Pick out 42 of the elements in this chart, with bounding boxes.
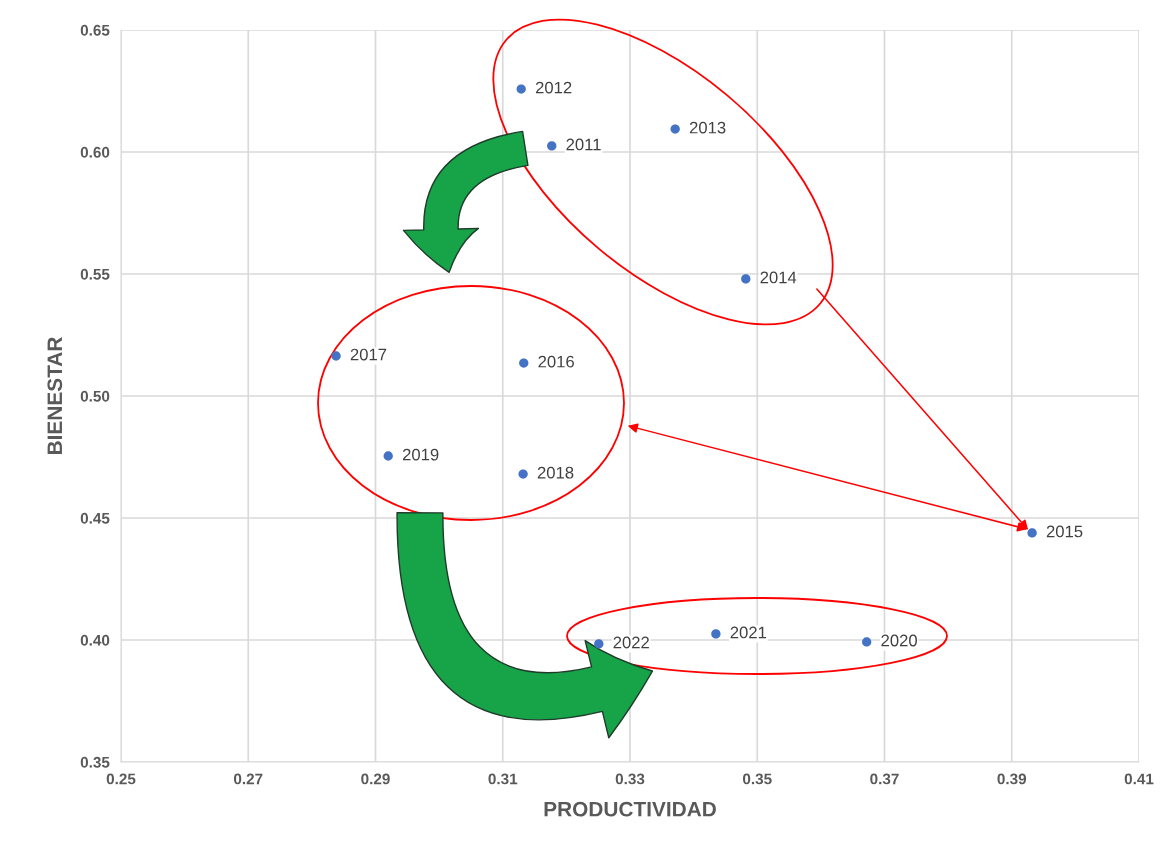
annotation: 2020 bbox=[881, 634, 917, 647]
point bbox=[711, 629, 721, 639]
y-tick-label: 0.50 bbox=[80, 390, 110, 402]
point bbox=[547, 141, 557, 151]
annotation: 2019 bbox=[402, 448, 439, 461]
y-tick-label: 0.40 bbox=[80, 634, 110, 646]
annotation: 2017 bbox=[350, 348, 387, 361]
annotation: 2016 bbox=[538, 355, 574, 368]
x-tick-label: 0.33 bbox=[615, 773, 645, 785]
y-axis-title: BIENESTAR bbox=[47, 337, 63, 455]
point bbox=[594, 639, 604, 649]
y-tick-label: 0.60 bbox=[80, 146, 110, 158]
x-tick-label: 0.41 bbox=[1124, 773, 1154, 785]
x-tick-label: 0.35 bbox=[742, 773, 772, 785]
y-tick-label: 0.45 bbox=[80, 512, 110, 524]
annotation: 2011 bbox=[566, 138, 601, 151]
annotation: 2022 bbox=[613, 636, 649, 649]
point bbox=[518, 469, 528, 479]
x-tick-label: 0.27 bbox=[233, 773, 263, 785]
annotation: 2014 bbox=[760, 271, 797, 284]
x-tick-label: 0.39 bbox=[997, 773, 1027, 785]
point bbox=[519, 358, 529, 368]
point bbox=[670, 124, 680, 134]
annotation: 2015 bbox=[1046, 525, 1083, 538]
point bbox=[383, 451, 393, 461]
y-tick-label: 0.55 bbox=[80, 268, 110, 280]
x-tick-label: 0.25 bbox=[106, 773, 136, 785]
x-tick-label: 0.29 bbox=[361, 773, 390, 785]
x-axis-title: PRODUCTIVIDAD bbox=[544, 801, 716, 817]
point bbox=[741, 274, 751, 284]
y-tick-label: 0.35 bbox=[80, 756, 110, 768]
point bbox=[516, 84, 526, 94]
annotation: 2013 bbox=[689, 121, 726, 134]
annotation: 2018 bbox=[537, 466, 574, 479]
point bbox=[331, 351, 341, 361]
x-tick-label: 0.31 bbox=[488, 773, 518, 785]
annotation: 2012 bbox=[535, 81, 572, 94]
x-tick-label: 0.37 bbox=[870, 773, 899, 785]
point bbox=[862, 637, 872, 647]
annotation: 2021 bbox=[730, 626, 767, 639]
point bbox=[1027, 528, 1037, 538]
y-tick-label: 0.65 bbox=[80, 24, 110, 36]
